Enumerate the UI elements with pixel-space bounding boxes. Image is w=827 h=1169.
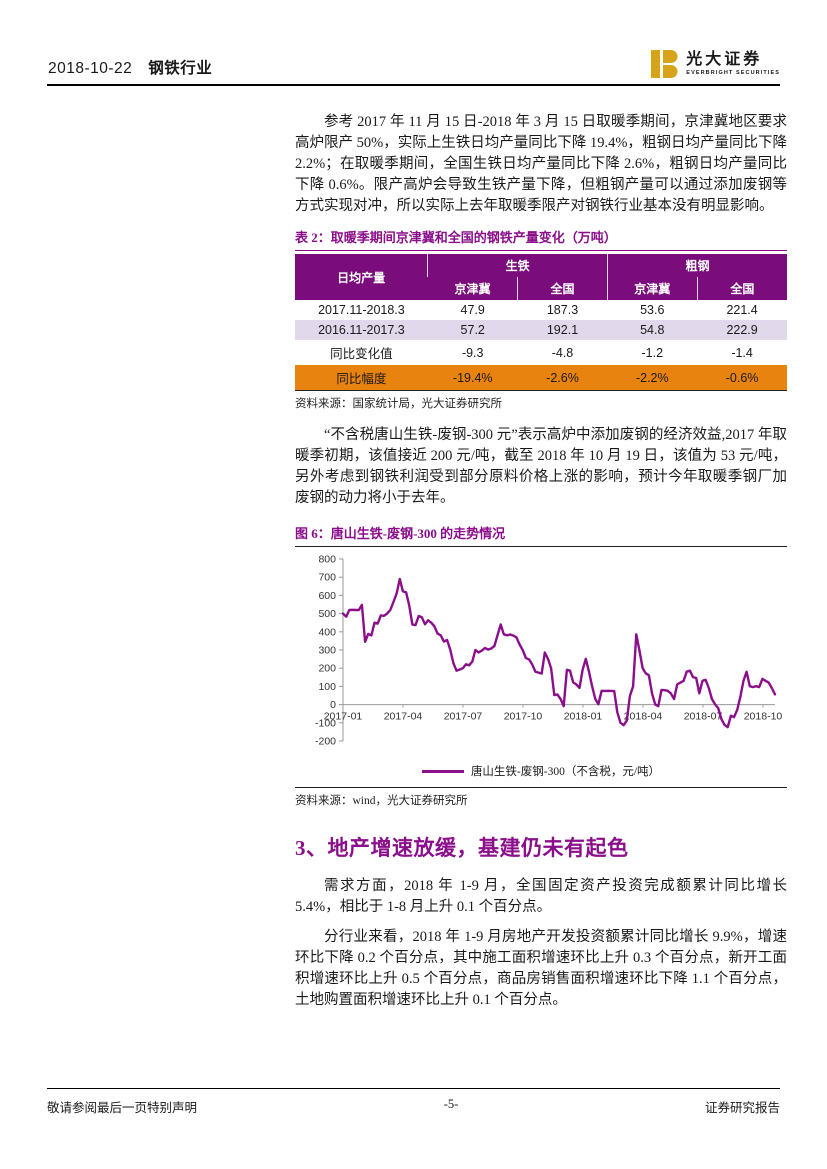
column-header: 京津冀 [427,277,518,300]
line-chart-canvas: -200 -100 0 100 200 300 400 500 600 700 800 2017-01… [315,554,783,748]
column-header: 全国 [517,277,608,300]
table-cell: 同比变化值 [330,347,393,361]
brand-logo: 光大证券 EVERBRIGHT SECURITIES [650,48,780,80]
table-title: 表 2：取暖季期间京津冀和全国的钢铁产量变化（万吨） [295,227,787,251]
svg-text:2018-10: 2018-10 [744,711,783,723]
table-cell: 54.8 [640,323,665,337]
section-heading: 3、地产增速放缓，基建仍未有起色 [295,836,629,860]
table-cell: 221.4 [726,303,758,317]
svg-text:700: 700 [318,572,336,584]
column-group-pig-iron: 生铁 [427,254,608,277]
table-body: 2017.11-2018.3 47.9 187.3 53.6 221.4 2016.11-… [295,300,787,391]
everbright-logo-icon [651,50,678,78]
logo-name-cn: 光大证券 [686,50,763,68]
table-cell: -0.6% [725,370,759,385]
svg-text:300: 300 [318,645,336,657]
footer-report-type: 证券研究报告 [704,1101,780,1115]
svg-text:2017-10: 2017-10 [504,711,543,723]
table-row: 2017.11-2018.3 47.9 187.3 53.6 221.4 [295,300,787,320]
logo-text: 光大证券 EVERBRIGHT SECURITIES [686,50,780,77]
paragraph: 需求方面，2018 年 1-9 月，全国固定资产投资完成额累计同比增长 5.4%… [295,878,787,915]
figure-source: 资料来源：wind，光大证券研究所 [295,787,787,808]
svg-text:2018-01: 2018-01 [564,711,603,723]
logo-name-en: EVERBRIGHT SECURITIES [686,69,780,76]
production-table: 日均产量 生铁 粗钢 京津冀 全国 京津冀 全国 2017.11-2018.3 4… [295,254,787,391]
svg-text:2017-07: 2017-07 [444,711,483,723]
table-source: 资料来源：国家统计局，光大证券研究所 [295,398,502,410]
column-header: 全国 [696,277,787,300]
industry-label: 钢铁行业 [148,60,213,77]
header-meta: 2018-10-22 钢铁行业 [48,56,212,78]
paragraph: “不含税唐山生铁-废钢-300 元”表示高炉中添加废钢的经济效益,2017 年取… [295,427,787,506]
table-cell: -9.3 [461,345,484,360]
svg-text:400: 400 [318,626,336,638]
svg-text:100: 100 [318,681,336,693]
page-header: 2018-10-22 钢铁行业 光大证券 EVERBRIGHT SECURITIE… [47,50,780,86]
svg-text:500: 500 [318,608,336,620]
footer-disclaimer: 敬请参阅最后一页特别声明 [47,1101,198,1115]
page-footer: 敬请参阅最后一页特别声明 -5- 证券研究报告 [47,1088,780,1116]
table-cell: -2.2% [635,370,669,385]
legend-label: 唐山生铁-废钢-300（不含税，元/吨） [470,766,661,778]
table-cell: 2016.11-2017.3 [318,323,405,337]
svg-text:2018-04: 2018-04 [624,711,663,723]
svg-text:600: 600 [318,590,336,602]
table-cell: 47.9 [460,303,485,317]
page-number: -5- [443,1097,459,1111]
chart-legend: 唐山生铁-废钢-300（不含税，元/吨） [295,763,787,779]
column-group-crude-steel: 粗钢 [606,254,787,277]
table-cell: 2017.11-2018.3 [318,303,405,317]
table-row: 2016.11-2017.3 57.2 192.1 54.8 222.9 [295,320,787,340]
table-cell: 57.2 [460,323,485,337]
table-row: 同比变化值 -9.3 -4.8 -1.2 -1.4 [295,340,787,365]
table-cell: 187.3 [546,303,579,317]
table-cell: -19.4% [452,370,493,385]
figure-title: 图 6：唐山生铁-废钢-300 的走势情况 [295,523,787,547]
svg-text:800: 800 [318,554,336,566]
svg-text:2018-07: 2018-07 [684,711,723,723]
table-cell: 192.1 [546,323,579,337]
svg-text:-200: -200 [315,736,336,748]
table-cell: -1.2 [641,345,664,360]
svg-text:2017-04: 2017-04 [384,711,423,723]
table-corner-header: 日均产量 [295,254,428,300]
svg-text:-100: -100 [315,717,336,729]
line-chart: -200 -100 0 100 200 300 400 500 600 700 800 2017-01… [295,551,787,779]
table-cell: 222.9 [726,323,758,337]
paragraph: 参考 2017 年 11 月 15 日-2018 年 3 月 15 日取暖季期间… [295,114,787,214]
table-cell: -1.4 [731,345,753,360]
report-body: 参考 2017 年 11 月 15 日-2018 年 3 月 15 日取暖季期间… [295,112,787,1020]
table-cell: -4.8 [551,345,574,360]
table-cell: -2.6% [546,370,579,385]
svg-text:2017-01: 2017-01 [324,711,363,723]
column-header: 京津冀 [606,277,698,300]
svg-text:0: 0 [330,699,336,711]
paragraph: 分行业来看，2018 年 1-9 月房地产开发投资额累计同比增长 9.9%，增速… [295,929,787,1008]
svg-text:200: 200 [318,663,336,675]
table-header: 日均产量 生铁 粗钢 京津冀 全国 京津冀 全国 [295,254,787,300]
table-row: 同比幅度 -19.4% -2.6% -2.2% -0.6% [295,365,787,391]
table-cell: 53.6 [640,303,665,317]
table-cell: 同比幅度 [336,372,387,386]
report-date: 2018-10-22 [48,60,133,77]
legend-line-swatch [421,769,464,773]
